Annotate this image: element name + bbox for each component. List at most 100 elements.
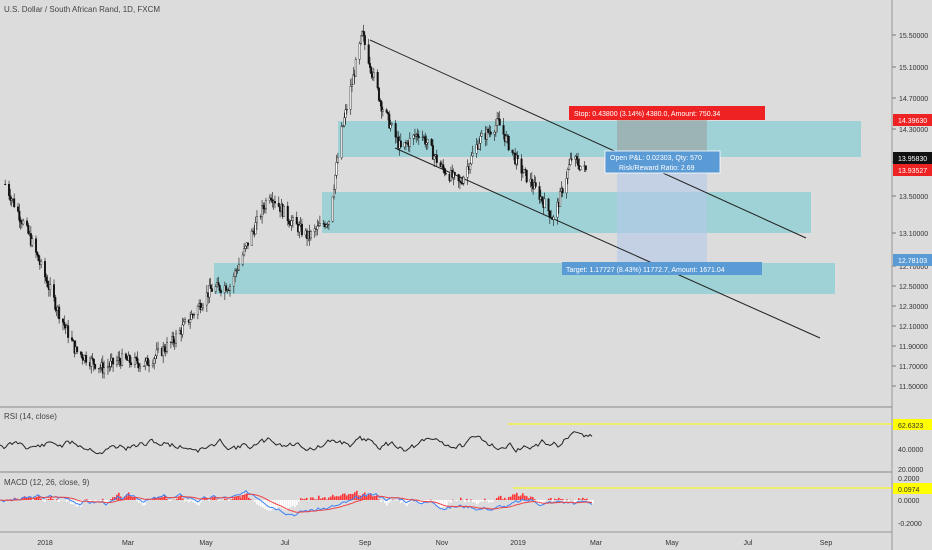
stop-label: Stop: 0.43800 (3.14%) 4380.0, Amount: 75… [574,111,720,118]
macd-bar [326,499,328,500]
candle-body [255,216,258,223]
candle-body [318,223,321,226]
candle-body [254,222,257,235]
macd-bar [134,497,136,500]
candle-body [270,197,273,200]
macd-bar [510,496,512,500]
macd-bar [166,498,168,500]
candle-body [362,31,365,36]
macd-bar [290,500,292,508]
macd-bar [560,498,562,500]
macd-bar [516,492,518,500]
macd-bar [390,500,392,502]
candles-group [4,24,587,379]
macd-bar [330,496,332,500]
candle-body [72,339,75,342]
target-price-badge-text: 12.78103 [898,258,927,265]
candle-body [444,173,447,175]
candle-body [496,118,499,126]
candle-body [408,138,411,147]
candle-body [309,231,312,239]
candle-body [550,217,553,219]
macd-bar [556,499,558,500]
candle-body [462,177,465,184]
candle-body [425,142,428,145]
macd-bar [260,500,262,507]
macd-bar [488,500,490,503]
candle-body [40,261,43,265]
candle-body [17,206,20,212]
macd-bar [52,498,54,500]
pnl-label: Open P&L: 0.02303, Qty: 570 [610,155,702,162]
candle-body [67,325,70,338]
candle-body [54,297,57,310]
candle-body [479,136,482,144]
macd-bar [294,500,296,508]
candle-body [210,288,213,292]
candle-body [112,357,115,365]
macd-bar [454,500,456,501]
macd-bar [148,500,150,502]
macd-bar [574,500,576,503]
candle-body [91,357,94,360]
candle-body [471,152,474,157]
price-tick-label: 15.50000 [899,33,928,40]
macd-bar [344,493,346,500]
candle-body [282,205,285,217]
macd-bar [582,497,584,500]
macd-bar [528,498,530,500]
candle-body [556,202,559,218]
macd-bar [442,500,444,507]
last-price-badge [893,164,932,176]
candle-body [166,342,169,352]
candle-body [520,158,523,174]
macd-bar [306,497,308,500]
middle-zone[interactable] [322,192,811,233]
macd-bar [584,498,586,500]
macd-bar [406,500,408,506]
candle-body [331,196,334,222]
macd-bar [368,493,370,500]
macd-bar [498,496,500,500]
macd-bar [562,498,564,500]
macd-bar [366,495,368,500]
macd-bar [592,500,594,504]
channel-lower-line[interactable] [394,147,821,339]
candle-body [530,178,533,187]
candle-body [300,223,303,236]
candle-body [10,198,13,201]
channel-upper-line[interactable] [369,39,807,239]
macd-bar [456,500,458,502]
stop-label-box [569,106,765,120]
macd-bar [132,496,134,500]
candle-body [394,123,397,138]
candle-body [133,357,136,366]
time-axis[interactable]: 2018 Mar May Jul Sep Nov 2019 Mar May Jul Sep [37,540,832,547]
macd-bar [284,500,286,510]
macd-bar [198,500,200,506]
candle-body [44,261,47,278]
candle-body [4,183,7,185]
time-tick-label: Nov [436,540,449,547]
candle-body [121,353,124,366]
rsi-badge [893,419,932,430]
macd-bar [352,493,354,500]
macd-bar [348,494,350,500]
macd-bar [342,493,344,500]
candle-body [148,365,151,367]
candle-body [322,223,325,225]
macd-bar [500,495,502,500]
candle-body [458,180,461,183]
target-zone[interactable] [617,158,707,263]
candle-body [52,284,55,298]
macd-bar [484,498,486,500]
candle-body [507,136,510,151]
candle-body [61,318,64,323]
macd-bar [208,500,210,502]
macd-bar [200,500,202,503]
macd-bar [522,493,524,500]
candle-body [199,303,202,310]
candle-body [575,156,578,160]
time-tick-label: 2019 [510,540,526,547]
